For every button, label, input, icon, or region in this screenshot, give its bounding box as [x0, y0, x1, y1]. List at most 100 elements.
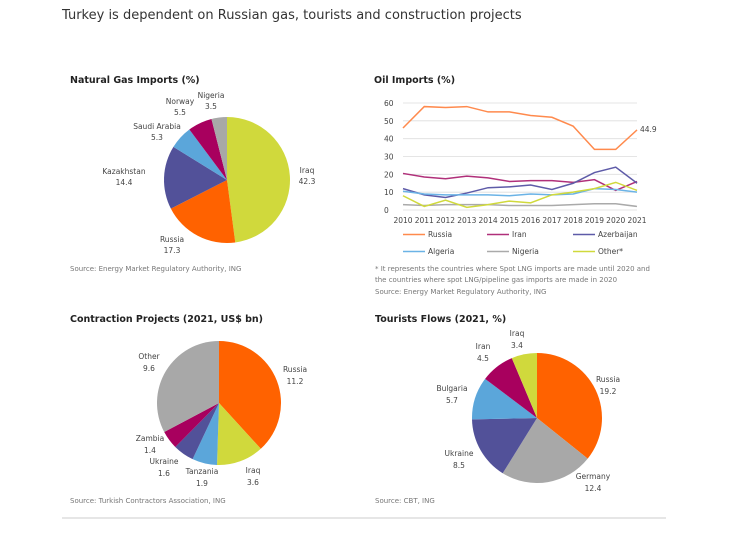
y-tick-label: 0	[384, 206, 389, 215]
pie-value: 5.5	[174, 108, 186, 117]
x-tick-label: 2018	[564, 216, 583, 225]
pie-slice-norway	[189, 118, 227, 180]
series-line-algeria	[402, 187, 638, 197]
y-tick-label: 40	[384, 135, 394, 144]
construction-source: Source: Turkish Contractors Association,…	[70, 497, 226, 505]
pie-label: Saudi Arabia	[133, 122, 181, 131]
pie-value: 42.3	[299, 177, 316, 186]
pie-value: 5.3	[151, 133, 163, 142]
pie-slice-ukraine	[175, 403, 219, 460]
x-tick-label: 2019	[585, 216, 604, 225]
x-tick-label: 2014	[479, 216, 498, 225]
pie-label: Tanzania	[185, 467, 219, 476]
pie-value: 5.7	[446, 396, 458, 405]
pie-value: 3.5	[205, 102, 217, 111]
pie-label: Bulgaria	[436, 384, 467, 393]
legend-label: Azerbaijan	[598, 230, 638, 239]
y-tick-label: 50	[384, 117, 394, 126]
y-tick-label: 10	[384, 188, 394, 197]
pie-slice-iran	[485, 358, 537, 418]
pie-label: Norway	[166, 97, 195, 106]
pie-slice-iraq	[217, 403, 261, 465]
pie-value: 14.4	[116, 178, 133, 187]
x-tick-label: 2020	[606, 216, 625, 225]
construction-chart-title: Contraction Projects (2021, US$ bn)	[70, 314, 263, 325]
pie-slice-tanzania	[192, 403, 219, 465]
pie-slice-other	[156, 341, 219, 433]
pie-slice-russia	[537, 353, 602, 459]
pie-label: Other	[138, 352, 160, 361]
oil-source: Source: Energy Market Regulatory Authori…	[375, 288, 546, 296]
pie-value: 11.2	[287, 377, 304, 386]
x-tick-label: 2015	[500, 216, 519, 225]
pie-slice-germany	[502, 418, 588, 484]
x-tick-label: 2011	[415, 216, 434, 225]
pie-label: Ukraine	[445, 449, 474, 458]
pie-label: Iran	[476, 342, 491, 351]
pie-slice-zambia	[164, 403, 219, 447]
tourist-chart-title: Tourists Flows (2021, %)	[375, 314, 506, 325]
legend-label: Other*	[598, 247, 623, 256]
tourist-pie	[471, 353, 602, 484]
x-tick-label: 2017	[542, 216, 561, 225]
construction-labels: Russia 11.2 Iraq 3.6 Tanzania 1.9 Ukrain…	[136, 352, 307, 488]
series-line-iran	[402, 172, 638, 192]
x-tick-label: 2012	[436, 216, 455, 225]
legend-label: Russia	[428, 230, 452, 239]
tourist-source: Source: CBT, ING	[375, 497, 435, 505]
x-tick-label: 2016	[521, 216, 540, 225]
pie-label: Iraq	[510, 329, 525, 338]
legend-label: Iran	[512, 230, 527, 239]
pie-label: Iraq	[300, 166, 315, 175]
series-line-other	[402, 181, 638, 209]
y-tick-label: 60	[384, 99, 394, 108]
pie-label: Nigeria	[198, 91, 225, 100]
pie-slice-bulgaria	[471, 378, 537, 420]
oil-footnote-line: the countries where spot LNG/pipeline ga…	[375, 276, 617, 284]
russia-end-annotation: 44.9	[640, 125, 657, 134]
series-line-azerbaijan	[402, 166, 638, 199]
construction-pie	[156, 341, 281, 465]
pie-value: 1.4	[144, 446, 156, 455]
pie-value: 17.3	[164, 246, 181, 255]
pie-slice-ukraine	[472, 418, 537, 474]
pie-label: Russia	[160, 235, 184, 244]
pie-slice-kazakhstan	[164, 146, 227, 209]
tourist-labels: Russia 19.2 Germany 12.4 Ukraine 8.5 Bul…	[436, 329, 620, 493]
legend-label: Algeria	[428, 247, 454, 256]
pie-slice-russia	[170, 180, 236, 243]
pie-label: Ukraine	[150, 457, 179, 466]
pie-slice-russia	[219, 341, 281, 449]
y-tick-label: 20	[384, 170, 394, 179]
pie-slice-nigeria	[211, 117, 227, 180]
series-line-russia	[402, 105, 638, 151]
oil-footnote-line: * It represents the countries where Spot…	[375, 265, 650, 273]
pie-label: Russia	[596, 375, 620, 384]
gas-pie	[164, 117, 291, 243]
x-tick-label: 2013	[457, 216, 476, 225]
y-tick-label: 30	[384, 153, 394, 162]
pie-value: 3.4	[511, 341, 523, 350]
pie-slice-iraq	[227, 117, 291, 243]
pie-value: 1.6	[158, 469, 170, 478]
pie-value: 9.6	[143, 364, 155, 373]
gas-source: Source: Energy Market Regulatory Authori…	[70, 265, 241, 273]
pie-label: Iraq	[246, 466, 261, 475]
pie-label: Kazakhstan	[102, 167, 145, 176]
oil-chart-title: Oil Imports (%)	[374, 75, 455, 86]
gas-labels: Iraq 42.3 Russia 17.3 Kazakhstan 14.4 Sa…	[102, 91, 315, 255]
pie-value: 3.6	[247, 478, 259, 487]
pie-value: 12.4	[585, 484, 602, 493]
series-line-nigeria	[402, 203, 638, 208]
legend-label: Nigeria	[512, 247, 539, 256]
pie-label: Zambia	[136, 434, 164, 443]
pie-slice-saudi-arabia	[173, 129, 227, 180]
pie-value: 1.9	[196, 479, 208, 488]
pie-label: Germany	[576, 472, 611, 481]
pie-value: 8.5	[453, 461, 465, 470]
x-tick-label: 2021	[627, 216, 646, 225]
gas-chart-title: Natural Gas Imports (%)	[70, 75, 200, 86]
pie-label: Russia	[283, 365, 307, 374]
